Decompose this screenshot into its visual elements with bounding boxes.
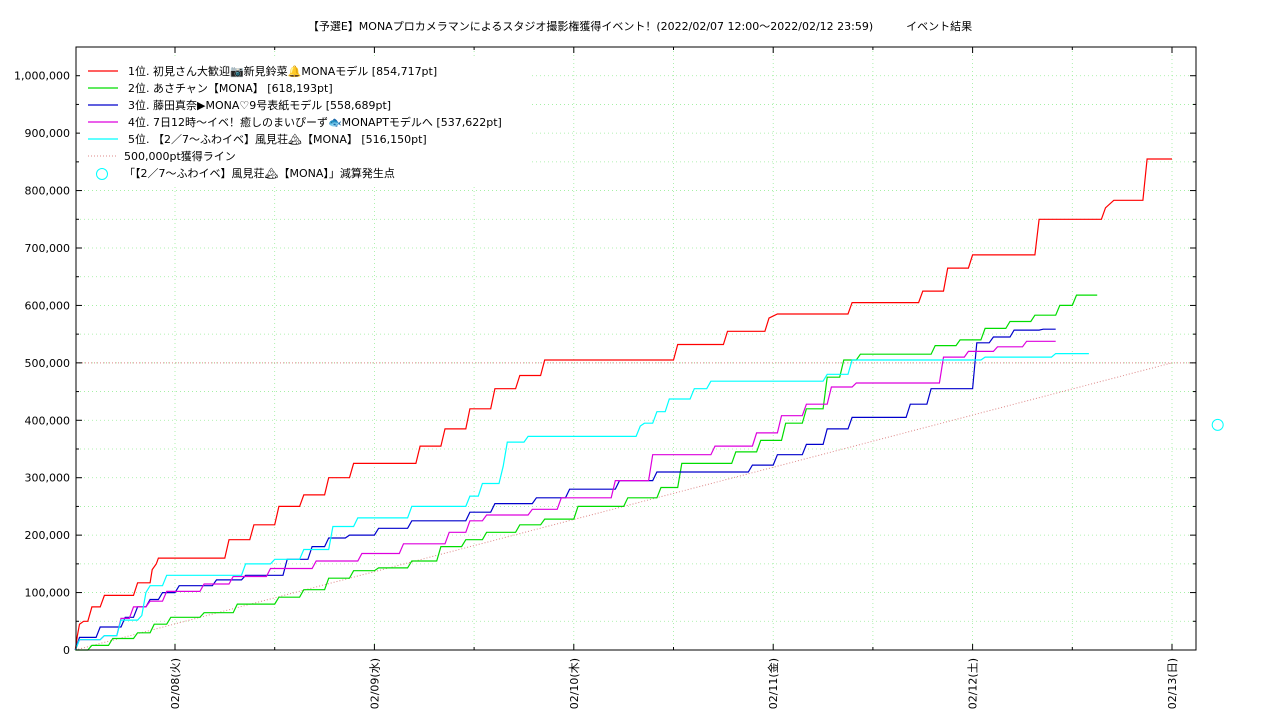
legend-item-3-label: 3位. 藤田真奈▶MONA♡9号表紙モデル [558,689pt] [128,98,391,112]
series-line-5 [74,353,1089,651]
legend-box [80,58,530,186]
reference-lines [75,362,1196,651]
chart-title: 【予選E】MONAプロカメラマンによるスタジオ撮影権獲得イベント！(2022/0… [307,20,973,33]
series-line-2 [75,294,1098,651]
y-tick-label: 600,000 [25,299,71,312]
x-tick-label: 02/13(日) [1166,658,1179,709]
y-tick-label: 1,000,000 [14,70,70,83]
y-tick-label: 100,000 [25,587,71,600]
y-tick-label: 0 [63,644,70,657]
y-tick-label: 800,000 [25,185,71,198]
plot-frame [75,46,1197,651]
series-lines [74,158,1172,651]
y-tick-label: 400,000 [25,414,71,427]
legend-item-1-label: 1位. 初見さん大歓迎📷新見鈴菜🔔MONAモデル [854,717pt] [128,64,437,78]
y-tick-label: 300,000 [25,472,71,485]
y-tick-label: 500,000 [25,357,71,370]
legend-item-reference-label: 500,000pt獲得ライン [124,150,236,163]
subtraction-marker [1211,418,1224,431]
legend-item-marker-swatch [96,168,108,180]
series-line-3 [74,328,1056,651]
legend-item-5-label: 5位. 【2／7〜ふわイベ】風見荘🏔【MONA】 [516,150pt] [128,132,427,146]
legend-item-2-label: 2位. あさチャン【MONA】 [618,193pt] [128,81,333,95]
series-line-1 [74,158,1172,651]
axis-ticks: 0 100,000 200,000 300,000 400,000 500,000 600,… [14,46,1196,709]
x-tick-label: 02/12(土) [967,658,980,709]
y-tick-label: 200,000 [25,529,71,542]
x-tick-label: 02/08(火) [169,658,182,709]
y-tick-label: 900,000 [25,127,71,140]
y-tick-label: 700,000 [25,242,71,255]
legend-item-marker-label: 「【2／7〜ふわイベ】風見荘🏔【MONA】」減算発生点 [124,166,395,180]
legend-item-4-label: 4位. 7日12時〜イベ！癒しのまいぴーず🐟MONAPTモデルへ [537,62… [128,115,502,129]
x-tick-label: 02/10(木) [568,658,581,709]
series-line-4 [74,340,1056,651]
legend: 1位. 初見さん大歓迎📷新見鈴菜🔔MONAモデル [854,717pt] 2位. … [80,58,530,186]
x-tick-label: 02/11(金) [766,658,780,709]
x-tick-label: 02/09(水) [368,658,381,709]
subtraction-markers [1211,418,1224,431]
